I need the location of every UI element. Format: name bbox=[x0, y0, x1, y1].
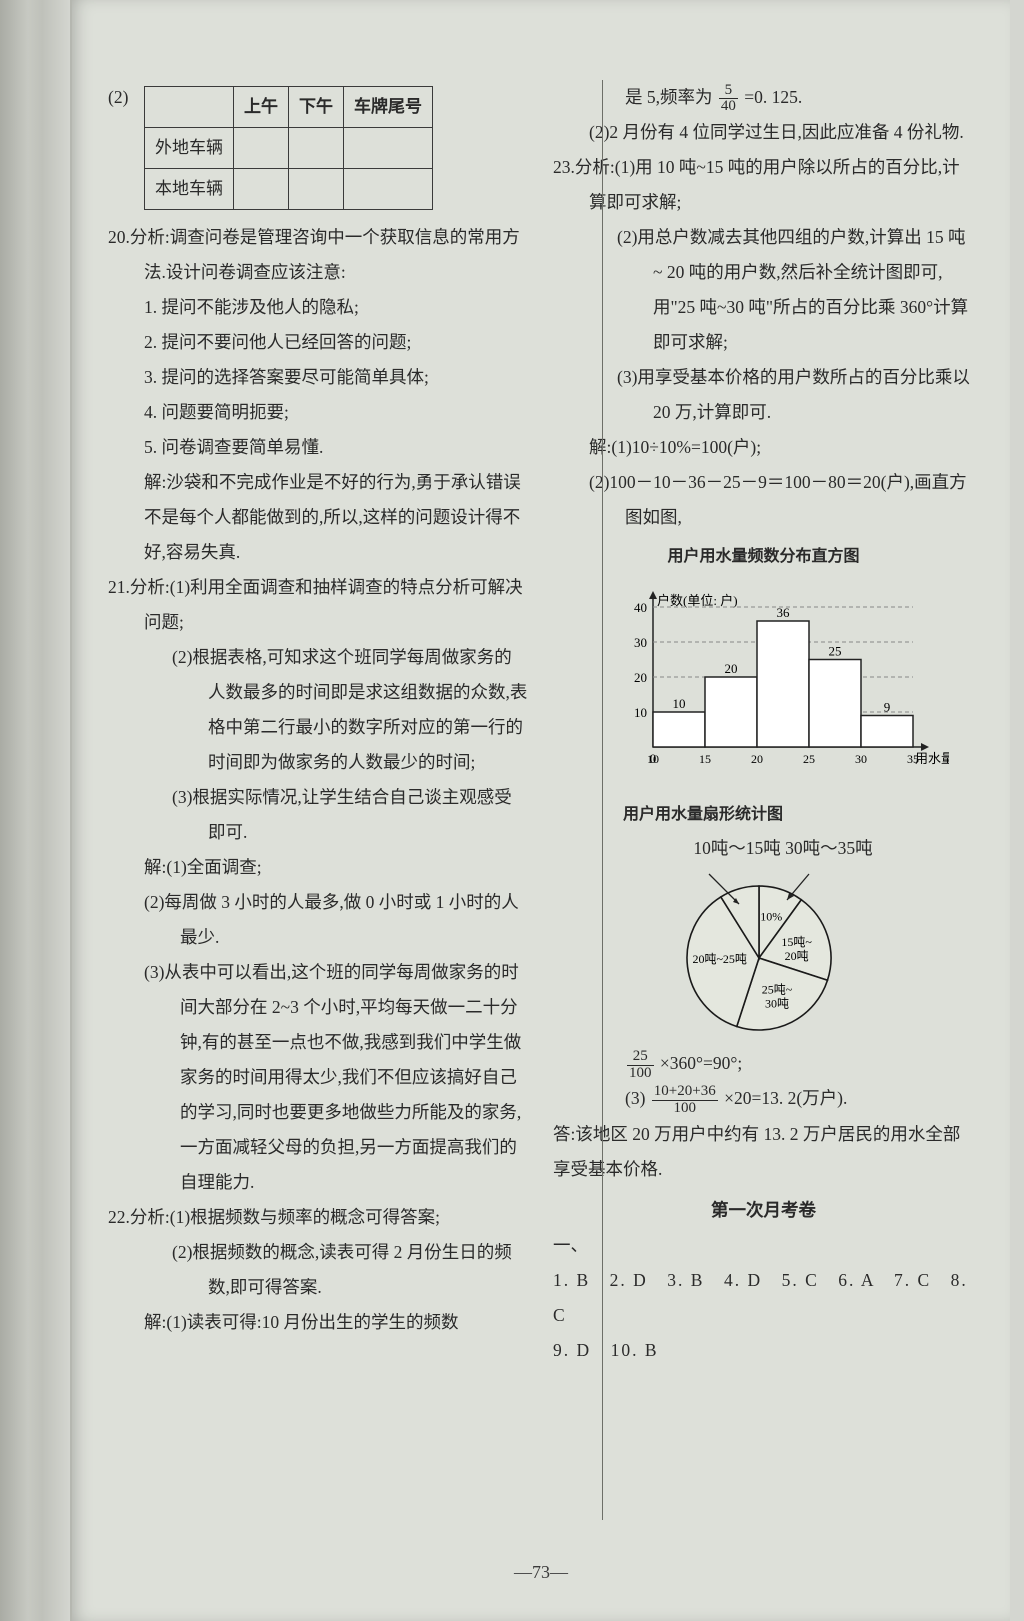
left-column: (2) 上午 下午 车牌尾号 外地车辆 本地车辆 bbox=[96, 80, 541, 1621]
q-prefix: (2) bbox=[108, 80, 144, 115]
svg-text:30: 30 bbox=[855, 752, 867, 766]
q21-s3: (3)从表中可以看出,这个班的同学每周做家务的时间大部分在 2~3 个小时,平均… bbox=[108, 955, 529, 1200]
th: 上午 bbox=[234, 87, 289, 128]
exam-line2: 9. D 10. B bbox=[553, 1333, 974, 1368]
svg-text:36: 36 bbox=[777, 605, 791, 620]
table-row: 上午 下午 车牌尾号 bbox=[145, 87, 433, 128]
table-row: 本地车辆 bbox=[145, 169, 433, 210]
svg-text:15吨~: 15吨~ bbox=[781, 935, 812, 949]
svg-text:25吨~: 25吨~ bbox=[762, 983, 793, 997]
svg-text:10: 10 bbox=[647, 752, 659, 766]
svg-text:用水量(单位:吨): 用水量(单位:吨) bbox=[915, 751, 949, 766]
svg-text:20吨: 20吨 bbox=[785, 949, 809, 963]
svg-text:25: 25 bbox=[803, 752, 815, 766]
q21-c: (3)根据实际情况,让学生结合自己谈主观感受即可. bbox=[108, 780, 529, 850]
q23-s2: (2)100－10－36－25－9＝100－80＝20(户),画直方图如图, bbox=[553, 465, 974, 535]
q20-pt: 3. 提问的选择答案要尽可能简单具体; bbox=[108, 360, 529, 395]
q23-eq1: 25100 ×360°=90°; bbox=[553, 1046, 974, 1081]
svg-text:30吨: 30吨 bbox=[765, 997, 789, 1011]
pie-chart: 10% 15吨~20吨 25吨~30吨 20吨~25吨 bbox=[649, 866, 869, 1046]
q22-s: 解:(1)读表可得:10 月份出生的学生的频数 bbox=[108, 1305, 529, 1340]
q20-sol: 解:沙袋和不完成作业是不好的行为,勇于承认错误不是每个人都能做到的,所以,这样的… bbox=[108, 465, 529, 570]
q23-s1: 解:(1)10÷10%=100(户); bbox=[553, 430, 974, 465]
svg-text:40: 40 bbox=[634, 600, 647, 615]
svg-text:20吨~25吨: 20吨~25吨 bbox=[692, 952, 747, 966]
histogram-chart: 10203040户数(单位: 户)1020362590101520253035用… bbox=[609, 577, 949, 777]
q23-ans: 答:该地区 20 万用户中约有 13. 2 万户居民的用水全部享受基本价格. bbox=[553, 1117, 974, 1187]
svg-text:20: 20 bbox=[751, 752, 763, 766]
svg-text:20: 20 bbox=[634, 670, 647, 685]
q22-b: (2)根据频数的概念,读表可得 2 月份生日的频数,即可得答案. bbox=[108, 1235, 529, 1305]
q21-b: (2)根据表格,可知求这个班同学每周做家务的人数最多的时间即是求这组数据的众数,… bbox=[108, 640, 529, 780]
q21-a: 21.分析:(1)利用全面调查和抽样调查的特点分析可解决问题; bbox=[108, 570, 529, 640]
svg-text:10%: 10% bbox=[760, 910, 782, 924]
exam-sec: 一、 bbox=[553, 1228, 974, 1263]
svg-text:10: 10 bbox=[673, 696, 686, 711]
q20-head: 20.分析:调查问卷是管理咨询中一个获取信息的常用方法.设计问卷调查应该注意: bbox=[108, 220, 529, 290]
q20-pt: 4. 问题要简明扼要; bbox=[108, 395, 529, 430]
exam-line1: 1. B 2. D 3. B 4. D 5. C 6. A 7. C 8. C bbox=[553, 1263, 974, 1333]
histogram-title: 用户用水量频数分布直方图 bbox=[553, 541, 974, 573]
q23-a: 23.分析:(1)用 10 吨~15 吨的用户除以所占的百分比,计算即可求解; bbox=[553, 150, 974, 220]
svg-text:9: 9 bbox=[884, 700, 891, 715]
svg-text:15: 15 bbox=[699, 752, 711, 766]
fraction: 540 bbox=[719, 83, 738, 116]
exam-title: 第一次月考卷 bbox=[553, 1193, 974, 1228]
th: 下午 bbox=[289, 87, 344, 128]
svg-text:25: 25 bbox=[829, 644, 842, 659]
q23-c: (3)用享受基本价格的用户数所占的百分比乘以 20 万,计算即可. bbox=[553, 360, 974, 430]
r-l1: 是 5,频率为 540 =0. 125. bbox=[553, 80, 974, 115]
q21-s1: 解:(1)全面调查; bbox=[108, 850, 529, 885]
q22-a: 22.分析:(1)根据频数与频率的概念可得答案; bbox=[108, 1200, 529, 1235]
q23-eq2: (3) 10+20+36100 ×20=13. 2(万户). bbox=[553, 1081, 974, 1116]
svg-text:20: 20 bbox=[725, 661, 738, 676]
q20-pt: 1. 提问不能涉及他人的隐私; bbox=[108, 290, 529, 325]
pie-top-labels: 10吨～15吨 30吨～35吨 bbox=[623, 831, 943, 866]
svg-text:30: 30 bbox=[634, 635, 647, 650]
pie-title: 用户用水量扇形统计图 bbox=[553, 799, 974, 831]
page-number: —73— bbox=[72, 1562, 1010, 1583]
table-row: 外地车辆 bbox=[145, 128, 433, 169]
svg-text:10: 10 bbox=[634, 705, 647, 720]
q23-b: (2)用总户数减去其他四组的户数,计算出 15 吨 ~ 20 吨的用户数,然后补… bbox=[553, 220, 974, 360]
r-l2: (2)2 月份有 4 位同学过生日,因此应准备 4 份礼物. bbox=[553, 115, 974, 150]
vehicle-table: 上午 下午 车牌尾号 外地车辆 本地车辆 bbox=[144, 86, 433, 210]
q20-pt: 2. 提问不要问他人已经回答的问题; bbox=[108, 325, 529, 360]
q20-pt: 5. 问卷调查要简单易懂. bbox=[108, 430, 529, 465]
th: 车牌尾号 bbox=[344, 87, 433, 128]
svg-text:户数(单位: 户): 户数(单位: 户) bbox=[657, 593, 738, 608]
th bbox=[145, 87, 234, 128]
right-column: 是 5,频率为 540 =0. 125. (2)2 月份有 4 位同学过生日,因… bbox=[541, 80, 986, 1621]
q21-s2: (2)每周做 3 小时的人最多,做 0 小时或 1 小时的人最少. bbox=[108, 885, 529, 955]
